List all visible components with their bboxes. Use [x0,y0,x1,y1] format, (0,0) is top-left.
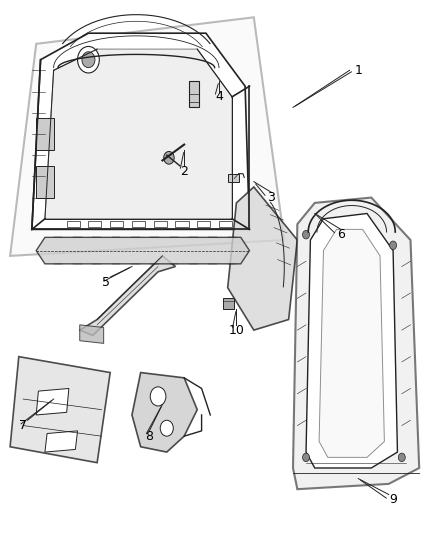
Circle shape [164,151,174,164]
Bar [132,221,145,227]
Bar [67,221,80,227]
Circle shape [82,52,95,68]
Bar [88,221,102,227]
Text: 2: 2 [180,165,188,177]
Bar [228,174,239,182]
Circle shape [390,241,396,249]
Text: 1: 1 [354,64,362,77]
Text: 3: 3 [267,191,275,204]
Bar [36,118,53,150]
Polygon shape [306,214,397,468]
Bar [188,81,199,108]
Bar [176,221,188,227]
Polygon shape [319,229,385,457]
Bar [154,221,167,227]
Bar [223,298,234,309]
Text: 6: 6 [337,228,345,241]
Text: 5: 5 [102,276,110,289]
Circle shape [303,453,310,462]
Bar [219,221,232,227]
Circle shape [160,420,173,436]
Polygon shape [45,49,232,219]
Bar [36,166,53,198]
Circle shape [78,46,99,73]
Polygon shape [80,256,176,335]
Circle shape [150,387,166,406]
Polygon shape [132,373,197,452]
Polygon shape [293,198,419,489]
Polygon shape [228,187,297,330]
Bar [110,221,123,227]
Bar [197,221,210,227]
Text: 10: 10 [229,324,244,337]
Polygon shape [45,431,78,452]
Circle shape [398,453,405,462]
Polygon shape [32,33,250,229]
Text: 7: 7 [19,419,27,432]
Polygon shape [10,17,284,256]
Polygon shape [36,389,69,415]
Polygon shape [10,357,110,463]
Polygon shape [80,325,104,343]
Text: 8: 8 [145,430,153,443]
Text: 9: 9 [389,494,397,506]
Text: 4: 4 [215,90,223,103]
Circle shape [303,230,310,239]
Polygon shape [36,237,250,264]
